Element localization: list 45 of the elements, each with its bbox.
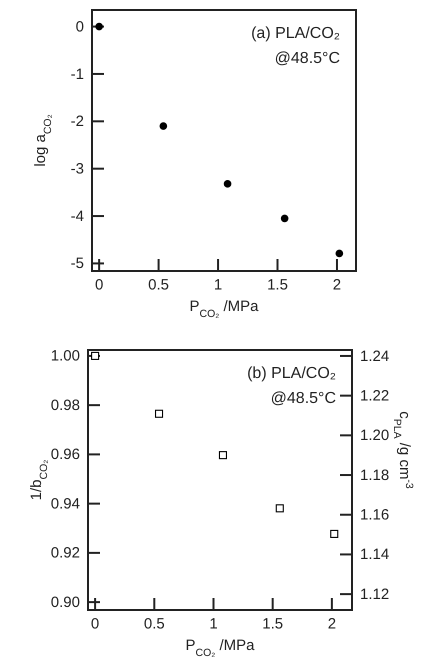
point <box>276 504 284 512</box>
y-tick-label: -1 <box>70 66 84 83</box>
point <box>154 410 164 418</box>
x-tick-label: 2 <box>328 616 336 633</box>
y2-tick-label: 1.14 <box>360 546 390 564</box>
annotation: @48.5°C <box>274 50 340 67</box>
point <box>218 451 228 460</box>
y2-tick-label: 1.22 <box>360 387 390 404</box>
x-tick-label: 2 <box>332 276 342 294</box>
point <box>91 352 100 360</box>
x-axis-title: P$_{CO₂}$ /MPa <box>185 637 256 659</box>
y-tick-label: -4 <box>70 208 84 225</box>
annotation: (a) PLA/CO₂ <box>251 25 340 42</box>
annotation: @48.5°C <box>270 390 336 407</box>
x-axis-title: P$_{CO₂}$ /MPa <box>189 298 260 320</box>
y-tick-label: -5 <box>70 255 84 272</box>
y-tick-label: 0.92 <box>50 544 80 562</box>
x-tick-label: 1.5 <box>267 276 288 294</box>
y-tick-label: 0.96 <box>50 446 80 464</box>
x-tick-label: 0.5 <box>144 616 165 633</box>
point <box>336 250 344 258</box>
point <box>280 214 288 222</box>
annotation: (b) PLA/CO₂ <box>247 365 336 382</box>
point <box>224 180 232 188</box>
y-tick-label: 0.90 <box>50 594 80 611</box>
point <box>160 122 168 130</box>
x-tick-label: 1 <box>209 616 218 633</box>
y-tick-label: 0 <box>76 18 84 36</box>
y-tick-label: -3 <box>70 160 84 178</box>
y2-tick-label: 1.24 <box>360 348 390 365</box>
y2-tick-label: 1.18 <box>360 466 390 484</box>
y-tick-label: 1.00 <box>50 348 80 365</box>
y2-tick-label: 1.20 <box>360 427 390 444</box>
y-tick-label: 0.98 <box>50 396 80 414</box>
x-tick-label: 0.5 <box>148 276 170 294</box>
x-tick-label: 0 <box>90 616 100 633</box>
x-tick-label: 1 <box>214 276 222 294</box>
y2-tick-label: 1.12 <box>360 586 390 603</box>
point <box>95 22 103 30</box>
x-tick-label: 0 <box>94 276 104 294</box>
x-tick-label: 1.5 <box>262 616 284 633</box>
y2-tick-label: 1.16 <box>360 506 390 524</box>
y-tick-label: 0.94 <box>50 495 80 512</box>
y-tick-label: -2 <box>70 113 84 130</box>
point <box>330 530 338 538</box>
